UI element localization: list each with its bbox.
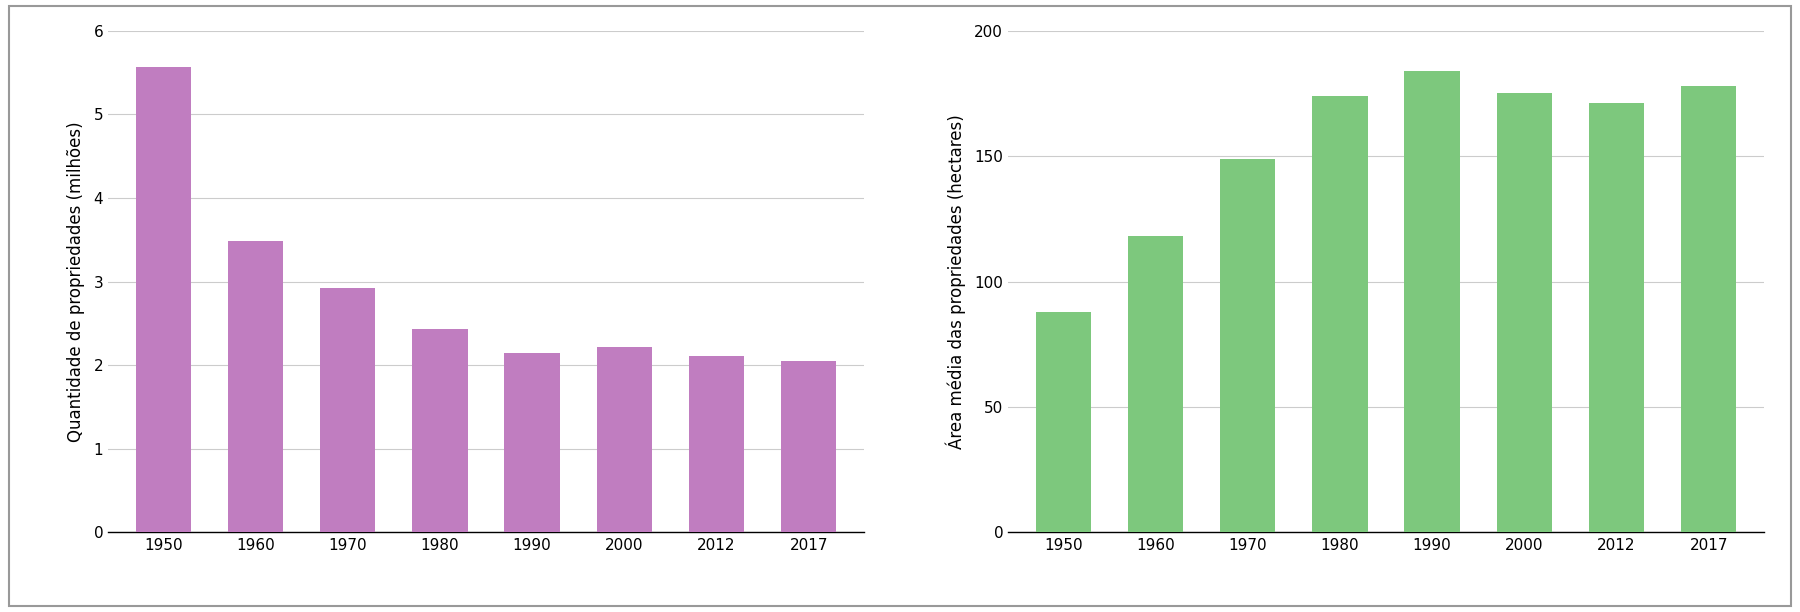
Bar	[1589, 103, 1643, 532]
Y-axis label: Quantidade de propriedades (milhões): Quantidade de propriedades (milhões)	[67, 121, 85, 442]
Bar	[596, 347, 652, 532]
Y-axis label: Área média das propriedades (hectares): Área média das propriedades (hectares)	[945, 114, 967, 449]
Bar	[1035, 312, 1091, 532]
Bar	[1220, 159, 1276, 532]
Bar	[229, 241, 283, 532]
Bar	[1681, 86, 1737, 532]
Bar	[689, 356, 743, 532]
Bar	[1312, 96, 1368, 532]
Bar	[320, 288, 376, 532]
Bar	[1404, 71, 1460, 532]
Bar	[781, 361, 837, 532]
Bar	[504, 353, 560, 532]
Bar	[135, 67, 191, 532]
Bar	[1496, 94, 1552, 532]
Bar	[1129, 236, 1183, 532]
Bar	[412, 329, 468, 532]
